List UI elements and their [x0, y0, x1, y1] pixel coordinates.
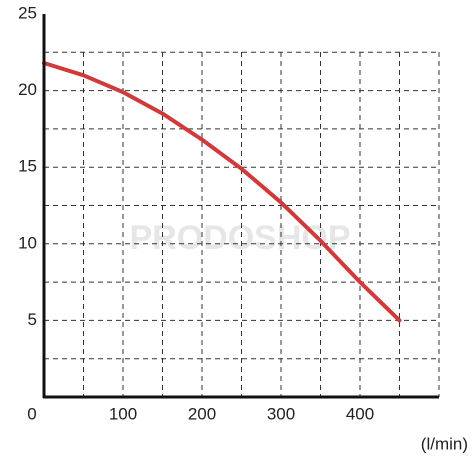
x-tick-label: 300 [267, 404, 295, 423]
x-tick-label: 200 [188, 404, 216, 423]
y-tick-label: 20 [18, 80, 37, 99]
x-tick-label: 400 [346, 404, 374, 423]
x-tick-label: 100 [109, 404, 137, 423]
watermark: PRODOSHOP [129, 219, 350, 257]
y-tick-label: 25 [18, 3, 37, 22]
y-tick-label: 15 [18, 157, 37, 176]
x-tick-label: 0 [27, 404, 36, 423]
y-tick-label: 5 [28, 310, 37, 329]
x-axis-label: (l/min) [421, 434, 468, 453]
y-tick-label: 10 [18, 233, 37, 252]
curve [42, 61, 402, 323]
